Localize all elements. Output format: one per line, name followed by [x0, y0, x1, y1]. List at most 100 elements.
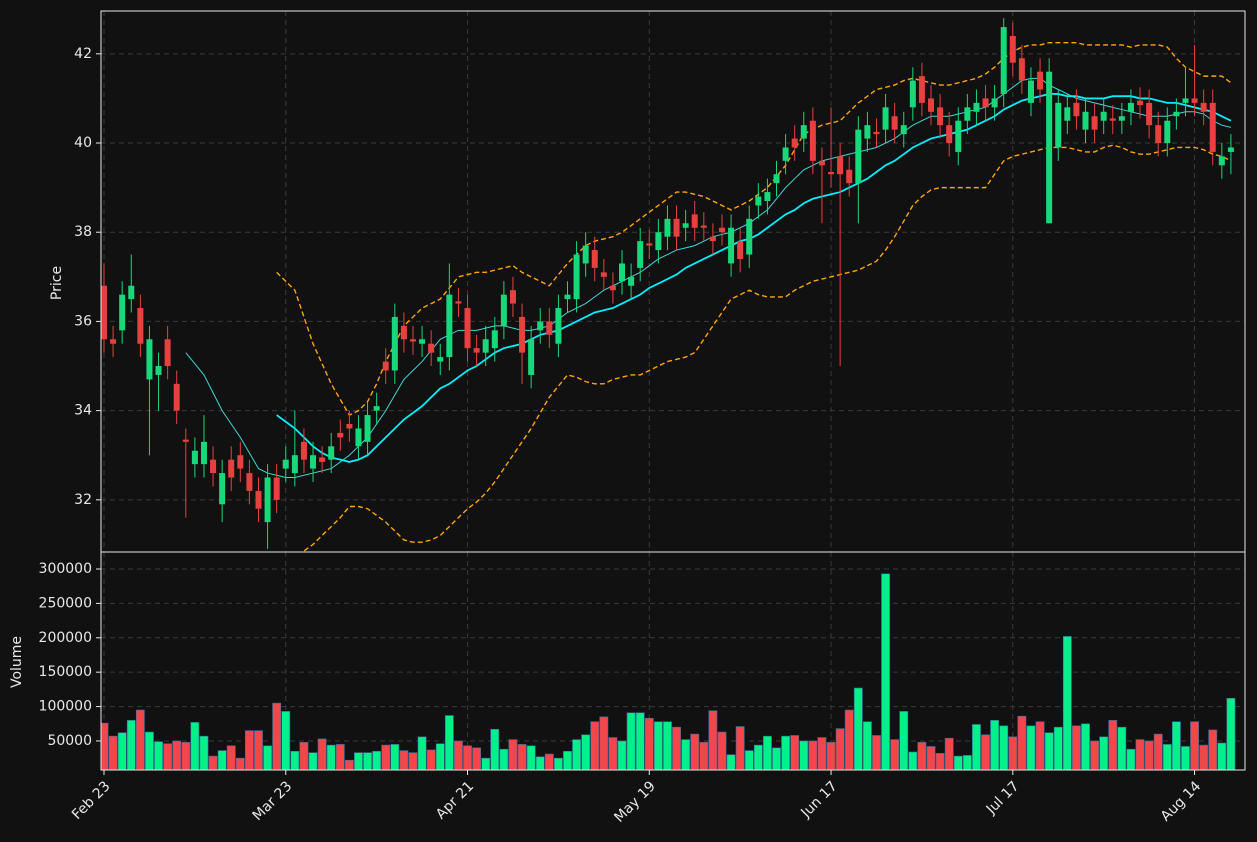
candle-body [973, 102, 980, 112]
candle-body [673, 218, 680, 237]
candle-body [600, 272, 607, 277]
candle-body [1037, 71, 1044, 90]
volume-bar [135, 709, 145, 770]
candle-body [909, 80, 916, 108]
candle-body [1164, 120, 1171, 144]
candle-body [1137, 100, 1144, 106]
candle-body [664, 218, 671, 237]
candle-body [337, 432, 344, 438]
volume-bar [499, 748, 509, 770]
volume-bar [263, 745, 272, 770]
volume-bar [590, 721, 600, 770]
volume-bar [944, 737, 954, 770]
candle-body [773, 174, 780, 184]
volume-bar [772, 747, 781, 770]
volume-bar [417, 736, 427, 770]
candle-body [282, 459, 289, 469]
volume-bar [217, 750, 227, 770]
candle-body [937, 107, 944, 126]
candle-body [428, 343, 435, 353]
candle-body [809, 120, 816, 161]
candle-body [1200, 102, 1207, 112]
candle-body [709, 236, 716, 242]
overlay-line [301, 144, 1232, 552]
candle-body [800, 125, 807, 139]
candle-body [991, 98, 998, 108]
candle-body [264, 477, 271, 523]
overlay-line [276, 93, 1232, 463]
volume-bar [163, 743, 173, 770]
candle-body [873, 131, 880, 135]
candle-body [419, 339, 426, 344]
candle-body [964, 107, 971, 121]
y-tick-label: 36 [74, 313, 92, 329]
volume-bar [108, 735, 118, 770]
candle-body [110, 339, 117, 344]
volume-bar [844, 709, 854, 770]
candle-body [500, 294, 507, 326]
overlay-line [276, 41, 1232, 416]
y-tick-label: 38 [74, 224, 92, 240]
volume-bars [101, 573, 1236, 770]
volume-bar [1053, 726, 1063, 770]
candle-body [864, 125, 871, 139]
candle-body [473, 348, 480, 353]
volume-bar [863, 721, 872, 770]
candle-body [982, 98, 989, 108]
volume-bar [790, 735, 800, 770]
volume-bar [781, 735, 790, 770]
volume-bar [172, 740, 182, 770]
volume-bar [1090, 740, 1099, 770]
volume-bar [363, 752, 372, 770]
candle-body [237, 455, 244, 469]
candle-body [255, 490, 262, 509]
volume-bar [290, 750, 300, 770]
candle-body [455, 301, 462, 304]
volume-bar [581, 734, 591, 770]
price-grid [101, 11, 1245, 770]
volume-bar [917, 742, 927, 770]
volume-bar [899, 711, 909, 770]
volume-bar [1108, 720, 1118, 770]
candle-body [591, 250, 598, 268]
candle-body [482, 339, 489, 353]
y-tick-label: 40 [74, 135, 92, 151]
candle-body [273, 477, 280, 500]
candle-body [619, 263, 626, 282]
volume-bar [563, 750, 572, 770]
volume-bar [272, 702, 282, 770]
candle-body [728, 227, 735, 264]
y-tick-label: 300000 [39, 561, 92, 577]
y-tick-label: 100000 [39, 699, 92, 715]
volume-bar [1226, 698, 1236, 770]
candle-body [128, 285, 135, 300]
candles [101, 18, 1234, 549]
candle-body [1055, 102, 1062, 148]
volume-bar [1008, 736, 1018, 770]
volume-bar [145, 731, 154, 770]
volume-bar [726, 754, 736, 770]
y-tick-label: 250000 [39, 595, 92, 611]
volume-bar [1181, 746, 1190, 770]
candle-body [182, 439, 189, 442]
volume-bar [254, 730, 263, 770]
volume-bar [753, 744, 763, 770]
volume-bar [1217, 742, 1227, 770]
candle-body [1173, 111, 1180, 117]
candle-body [1109, 118, 1116, 121]
candle-body [1009, 35, 1016, 63]
volume-bar [663, 721, 672, 770]
candle-body [409, 339, 416, 342]
volume-bar [808, 740, 818, 770]
candle-body [346, 423, 353, 429]
volume-bar [826, 742, 836, 770]
volume-bar [735, 726, 745, 770]
candle-body [537, 321, 544, 331]
volume-bar [426, 749, 436, 770]
volume-bar [708, 710, 718, 770]
volume-bar [226, 745, 236, 770]
candle-body [310, 455, 317, 469]
volume-bar [299, 742, 309, 770]
candle-body [1027, 80, 1034, 103]
volume-bar [199, 735, 209, 770]
